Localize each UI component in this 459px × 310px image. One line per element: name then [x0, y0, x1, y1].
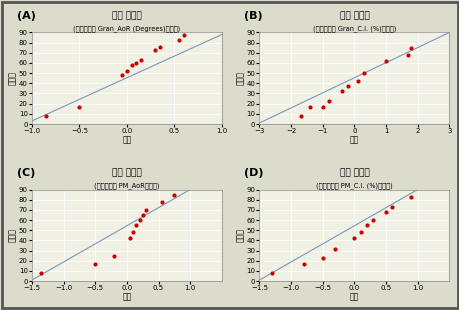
Point	[388, 204, 395, 209]
X-axis label: 잔차: 잔차	[349, 293, 358, 302]
Point	[137, 57, 145, 62]
Point	[353, 79, 360, 84]
Point	[135, 218, 143, 223]
Text: (B): (B)	[244, 11, 262, 20]
Point	[407, 45, 414, 50]
Text: 정규 확률도: 정규 확률도	[112, 169, 141, 178]
X-axis label: 잔차: 잔차	[122, 293, 131, 302]
Point	[325, 98, 332, 103]
Text: (D): (D)	[244, 168, 263, 178]
Y-axis label: 백분율: 백분율	[8, 228, 17, 242]
Point	[350, 236, 357, 241]
Point	[296, 113, 303, 118]
Point	[381, 210, 389, 215]
Point	[175, 37, 182, 42]
Point	[180, 33, 187, 38]
Point	[363, 223, 370, 228]
Point	[331, 246, 338, 251]
Point	[91, 261, 99, 266]
Point	[142, 207, 149, 212]
Text: (A): (A)	[17, 11, 35, 20]
Point	[337, 89, 345, 94]
Text: (반응변수가 Gran_C.I. (%)입니다): (반응변수가 Gran_C.I. (%)입니다)	[312, 25, 395, 32]
Point	[133, 60, 140, 65]
Point	[151, 47, 159, 52]
Text: (반응변수가 PM_AoR입니다): (반응변수가 PM_AoR입니다)	[94, 182, 159, 188]
Text: (반응변수가 Gran_AoR (Degrees)입니다): (반응변수가 Gran_AoR (Degrees)입니다)	[73, 25, 180, 32]
Point	[403, 52, 411, 57]
Point	[123, 69, 130, 73]
Point	[129, 230, 137, 235]
Point	[299, 261, 307, 266]
Text: 정규 확률도: 정규 확률도	[112, 11, 141, 20]
Point	[158, 199, 165, 204]
Point	[139, 212, 146, 217]
Point	[306, 104, 313, 109]
Point	[268, 271, 275, 276]
Y-axis label: 백분율: 백분율	[235, 71, 244, 85]
Point	[381, 59, 389, 64]
Y-axis label: 백분율: 백분율	[8, 71, 17, 85]
Point	[319, 255, 326, 260]
Point	[110, 253, 118, 258]
Text: (반응변수가 PM_C.I. (%)입니다): (반응변수가 PM_C.I. (%)입니다)	[315, 182, 392, 188]
Text: (C): (C)	[17, 168, 35, 178]
Point	[356, 230, 364, 235]
Point	[42, 113, 50, 118]
Point	[369, 218, 376, 223]
Point	[118, 73, 126, 78]
X-axis label: 잔차: 잔차	[122, 135, 131, 144]
Text: 정규 확률도: 정규 확률도	[339, 11, 369, 20]
Point	[133, 223, 140, 228]
Point	[76, 104, 83, 109]
Point	[126, 236, 134, 241]
Point	[170, 192, 178, 197]
Y-axis label: 백분율: 백분율	[235, 228, 244, 242]
X-axis label: 잔차: 잔차	[349, 135, 358, 144]
Text: 정규 확률도: 정규 확률도	[339, 169, 369, 178]
Point	[407, 194, 414, 199]
Point	[128, 63, 135, 68]
Point	[359, 71, 367, 76]
Point	[319, 104, 326, 109]
Point	[344, 84, 351, 89]
Point	[156, 44, 163, 49]
Point	[38, 271, 45, 276]
